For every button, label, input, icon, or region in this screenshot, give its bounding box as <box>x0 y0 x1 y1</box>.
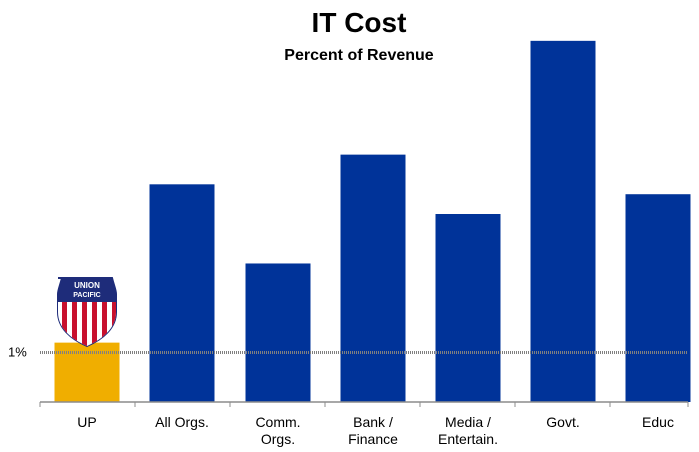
union-pacific-logo: UNION PACIFIC <box>57 277 117 348</box>
category-label-1: All Orgs. <box>155 414 209 430</box>
category-label-4: Media / Entertain. <box>438 414 498 447</box>
bar-bank--finance <box>340 154 406 402</box>
category-label-line-1-0: All Orgs. <box>155 414 209 430</box>
bar-comm-orgs <box>245 263 311 402</box>
category-label-line-2-1: Orgs. <box>261 431 295 447</box>
category-label-line-3-0: Bank / <box>353 414 393 430</box>
reference-layer: 1% <box>8 345 688 360</box>
bar-all-orgs <box>149 184 215 402</box>
category-label-5: Govt. <box>546 414 579 430</box>
category-label-6: Educ <box>642 414 674 430</box>
bar-educ <box>625 194 691 402</box>
category-label-line-4-1: Entertain. <box>438 431 498 447</box>
chart-subtitle: Percent of Revenue <box>284 47 433 64</box>
bar-govt <box>530 40 596 403</box>
category-label-line-6-0: Educ <box>642 414 674 430</box>
bar-media--entertain <box>435 214 501 402</box>
axis-layer <box>39 401 689 407</box>
title-group: IT Cost Percent of Revenue <box>284 7 433 64</box>
category-label-line-2-0: Comm. <box>255 414 300 430</box>
category-label-line-4-0: Media / <box>445 414 491 430</box>
chart-title: IT Cost <box>312 7 407 38</box>
category-label-line-3-1: Finance <box>348 431 398 447</box>
bars-layer <box>54 40 691 403</box>
category-label-3: Bank / Finance <box>348 414 398 447</box>
labels-layer: UP All Orgs. Comm. Orgs. Bank / Finance Media … <box>77 414 674 447</box>
category-label-2: Comm. Orgs. <box>255 414 300 447</box>
category-label-line-0-0: UP <box>77 414 96 430</box>
category-label-0: UP <box>77 414 96 430</box>
logo-text-top: UNION <box>74 281 100 290</box>
logo-text-bottom: PACIFIC <box>73 292 100 299</box>
shield-icon: UNION PACIFIC <box>57 277 117 348</box>
category-label-line-5-0: Govt. <box>546 414 579 430</box>
reference-line-label: 1% <box>8 345 27 360</box>
